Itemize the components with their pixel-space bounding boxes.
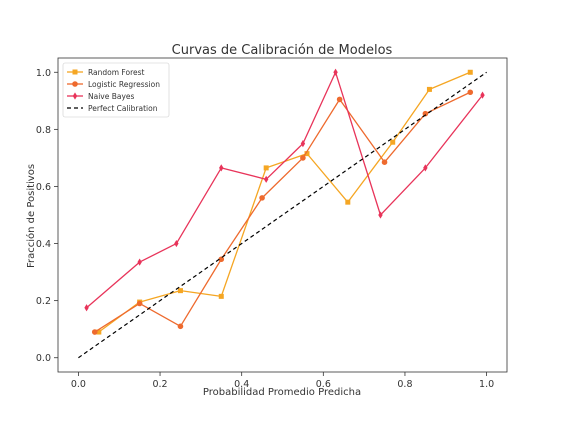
data-point-random-forest <box>218 293 224 299</box>
data-point-logistic-regression <box>218 256 225 263</box>
x-tick-label: 0.2 <box>152 379 167 390</box>
series-naive-bayes <box>84 68 485 312</box>
legend-marker-logistic-regression <box>72 81 78 87</box>
data-point-naive-bayes <box>174 239 179 248</box>
data-point-logistic-regression <box>300 155 306 161</box>
legend-label-logistic-regression: Logistic Regression <box>88 80 160 89</box>
data-point-naive-bayes <box>300 140 306 148</box>
data-point-random-forest <box>304 151 310 157</box>
data-point-naive-bayes <box>378 211 383 219</box>
data-point-random-forest <box>390 139 396 145</box>
plot-frame <box>57 57 508 373</box>
data-point-random-forest <box>345 199 351 205</box>
legend: Random Forest Logistic Regression Naive Ba… <box>62 62 170 118</box>
data-point-random-forest <box>263 165 269 171</box>
series-line-random-forest <box>98 71 471 333</box>
legend-box <box>62 62 170 118</box>
data-point-naive-bayes <box>333 68 338 76</box>
x-tick-label: 0.8 <box>397 379 412 390</box>
data-point-naive-bayes <box>219 164 224 172</box>
data-point-random-forest <box>467 69 473 75</box>
data-point-logistic-regression <box>422 110 429 117</box>
series-line-logistic-regression <box>94 91 471 333</box>
x-tick-label: 1.0 <box>479 379 494 390</box>
y-axis-label: Fracción de Positivos <box>25 164 37 268</box>
data-point-random-forest <box>96 329 102 335</box>
chart-title: Curvas de Calibración de Modelos <box>172 43 393 58</box>
y-tick-label: 0.2 <box>36 296 51 307</box>
y-tick-label: 1.0 <box>36 68 51 79</box>
legend-label-perfect-calibration: Perfect Calibration <box>88 104 158 113</box>
x-tick-label: 0.0 <box>71 379 86 390</box>
y-tick-label: 0.8 <box>36 125 51 136</box>
plot-series <box>78 68 487 359</box>
data-point-naive-bayes <box>263 175 269 183</box>
data-point-naive-bayes <box>137 258 142 266</box>
legend-label-naive-bayes: Naive Bayes <box>88 92 135 101</box>
x-axis-label: Probabilidad Promedio Predicha <box>203 387 361 398</box>
data-point-logistic-regression <box>259 195 265 201</box>
data-point-naive-bayes <box>84 304 89 312</box>
data-point-random-forest <box>177 288 183 294</box>
data-point-random-forest <box>426 86 432 92</box>
series-line-naive-bayes <box>86 71 484 309</box>
legend-marker-naive-bayes <box>72 92 78 100</box>
data-point-logistic-regression <box>177 323 184 330</box>
y-tick-label: 0.6 <box>36 182 51 193</box>
x-tick-label: 0.4 <box>234 379 249 390</box>
y-tick-label: 0.4 <box>36 239 51 250</box>
data-point-logistic-regression <box>467 89 474 96</box>
data-point-naive-bayes <box>423 164 428 172</box>
x-tick-label: 0.6 <box>316 379 331 390</box>
data-point-logistic-regression <box>136 300 143 307</box>
series-line-perfect-calibration <box>78 71 487 359</box>
y-tick-label: 0.0 <box>36 353 51 364</box>
legend-label-random-forest: Random Forest <box>88 68 145 77</box>
data-point-logistic-regression <box>91 329 98 335</box>
data-point-logistic-regression <box>336 96 343 103</box>
data-point-naive-bayes <box>480 91 485 99</box>
legend-marker-random-forest <box>72 69 78 75</box>
series-logistic-regression <box>91 89 474 335</box>
axes: 0.0 0.2 0.4 0.6 0.8 1.0 0.0 0.2 0.4 0.6 0.8 1.0 <box>36 57 508 390</box>
series-perfect-calibration <box>78 71 487 359</box>
data-point-logistic-regression <box>381 159 388 165</box>
